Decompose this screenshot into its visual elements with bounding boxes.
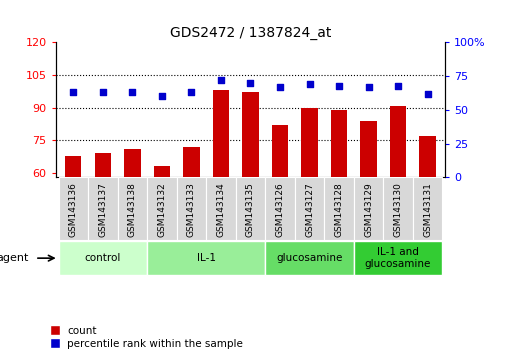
Text: IL-1 and
glucosamine: IL-1 and glucosamine [364,247,430,269]
Text: GSM143134: GSM143134 [216,182,225,237]
Text: GSM143128: GSM143128 [334,182,343,237]
Text: GSM143131: GSM143131 [422,182,431,237]
Point [69,90,77,95]
FancyBboxPatch shape [353,177,383,240]
Text: GSM143129: GSM143129 [363,182,372,237]
FancyBboxPatch shape [294,177,324,240]
Bar [213,90,229,303]
Bar [330,110,346,303]
Point [128,90,136,95]
FancyBboxPatch shape [412,177,441,240]
Text: GSM143126: GSM143126 [275,182,284,237]
Text: GSM143136: GSM143136 [69,182,78,237]
Point [364,84,372,90]
Text: glucosamine: glucosamine [276,253,342,263]
FancyBboxPatch shape [206,177,235,240]
FancyBboxPatch shape [383,177,412,240]
Text: GSM143135: GSM143135 [245,182,255,237]
Point [305,81,313,87]
Legend: count, percentile rank within the sample: count, percentile rank within the sample [50,326,243,349]
Text: GSM143137: GSM143137 [98,182,107,237]
Bar [242,92,258,303]
FancyBboxPatch shape [59,177,88,240]
Text: GSM143133: GSM143133 [186,182,195,237]
Bar [183,147,199,303]
FancyBboxPatch shape [147,241,265,275]
FancyBboxPatch shape [265,177,294,240]
FancyBboxPatch shape [265,241,353,275]
Bar [154,166,170,303]
FancyBboxPatch shape [59,241,147,275]
Point [158,93,166,99]
Bar [271,125,287,303]
FancyBboxPatch shape [118,177,147,240]
Bar [419,136,435,303]
Bar [65,155,81,303]
Point [275,84,283,90]
Point [98,90,107,95]
Bar [124,149,140,303]
FancyBboxPatch shape [147,177,176,240]
Bar [94,153,111,303]
Point [393,83,401,88]
Text: control: control [84,253,121,263]
Point [423,91,431,97]
Text: agent: agent [0,253,29,263]
Text: GSM143132: GSM143132 [157,182,166,237]
Point [246,80,254,86]
Text: GSM143130: GSM143130 [393,182,402,237]
Text: GSM143138: GSM143138 [128,182,137,237]
Title: GDS2472 / 1387824_at: GDS2472 / 1387824_at [170,26,330,40]
FancyBboxPatch shape [353,241,441,275]
FancyBboxPatch shape [88,177,118,240]
Point [334,83,342,88]
Point [217,78,225,83]
FancyBboxPatch shape [176,177,206,240]
Bar [360,121,376,303]
Text: IL-1: IL-1 [196,253,215,263]
Bar [389,105,406,303]
Bar [301,108,317,303]
FancyBboxPatch shape [324,177,353,240]
Text: GSM143127: GSM143127 [305,182,314,237]
FancyBboxPatch shape [235,177,265,240]
Point [187,90,195,95]
